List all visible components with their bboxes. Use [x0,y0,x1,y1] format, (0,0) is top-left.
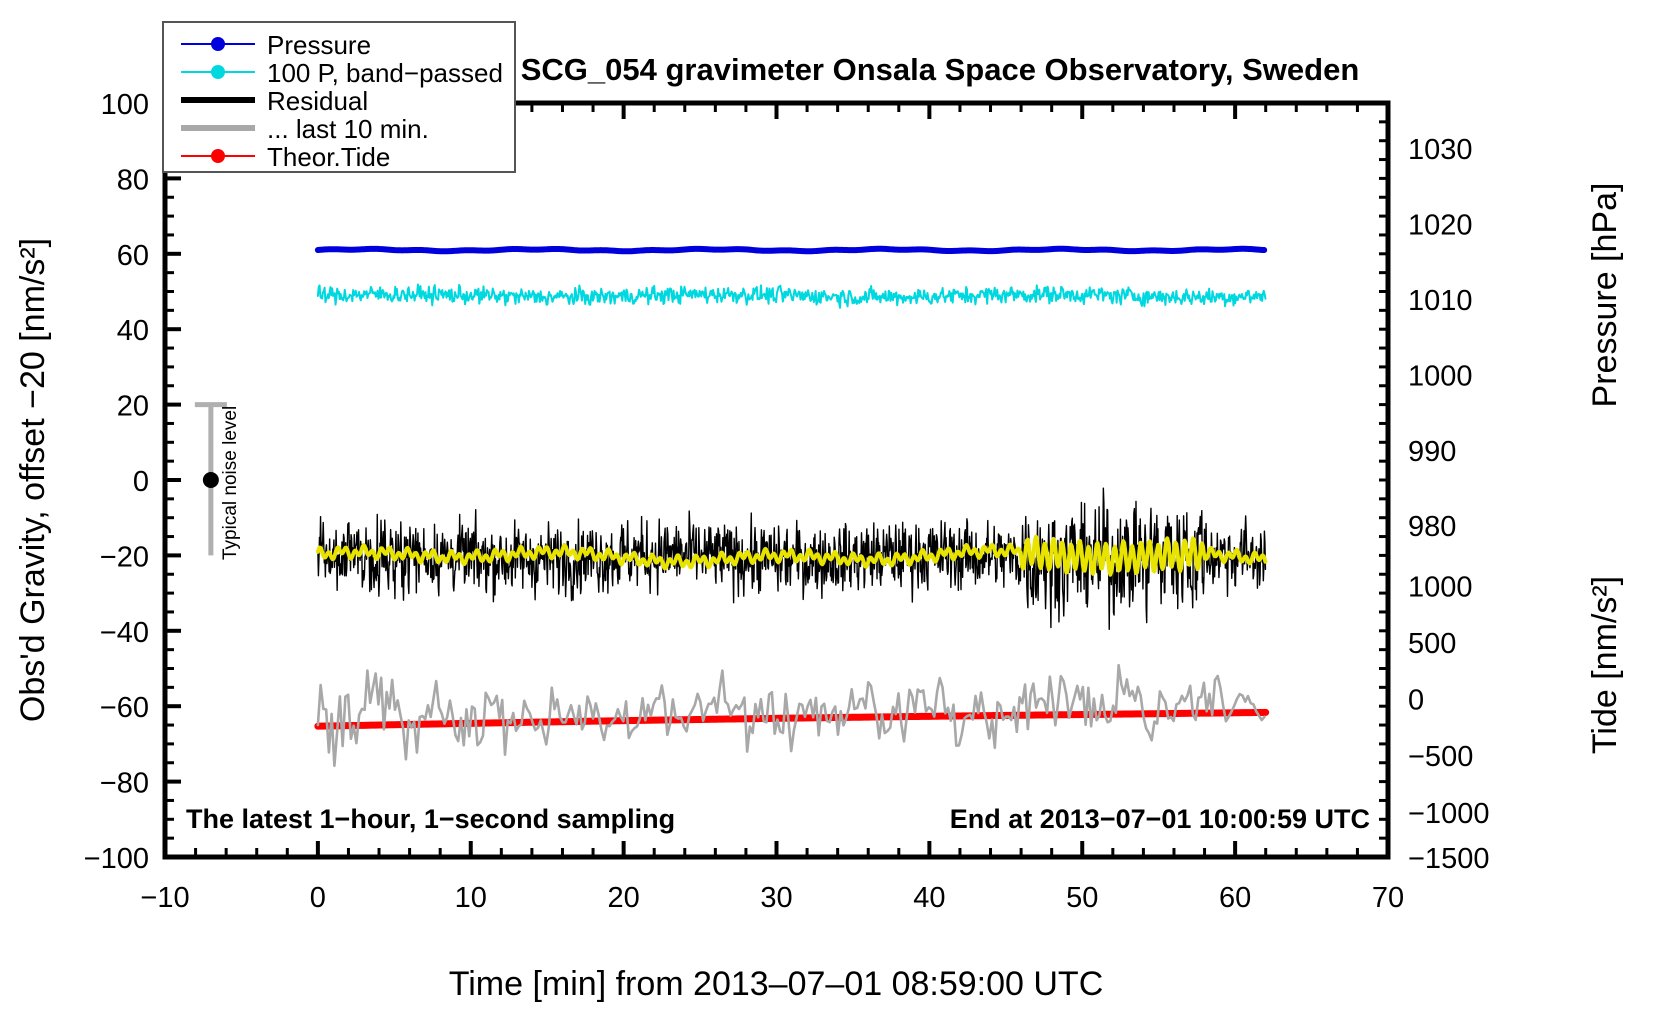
last-10-min-trace [316,663,1266,768]
chart-title: SCG_054 gravimeter Onsala Space Observat… [521,52,1360,87]
legend-item-label: ... last 10 min. [267,114,429,144]
right-top-tick-label: 1000 [1408,360,1473,392]
legend-item-label: Pressure [267,30,371,60]
right-top-tick-label: 980 [1408,511,1456,543]
right-bottom-tick-label: −500 [1408,741,1473,773]
x-tick-label: 70 [1372,882,1404,914]
x-tick-label: 50 [1066,882,1098,914]
x-tick-label: 60 [1219,882,1251,914]
noise-errorbar-center-dot [202,472,219,488]
legend-swatch-dot [211,37,225,51]
y-tick-label: −80 [100,768,149,800]
legend-item-label: Residual [267,86,368,116]
legend-item-label: Theor.Tide [267,142,390,172]
bandpassed-trace [316,283,1267,309]
right-bottom-tick-label: 500 [1408,628,1456,660]
right-top-tick-label: 1010 [1408,285,1473,317]
x-tick-label: −10 [140,882,189,914]
residual-smoothed-trace [315,534,1268,577]
right-bottom-tick-label: 0 [1408,685,1424,717]
right-bottom-tick-label: −1000 [1408,798,1489,830]
y-tick-label: −60 [100,692,149,724]
bottom-right-annotation: End at 2013−07−01 10:00:59 UTC [950,804,1370,834]
legend-item-label: 100 P, band−passed [267,58,503,88]
y-tick-label: 0 [133,466,149,498]
axes-group [162,100,1391,860]
legend-swatch-dot [211,65,225,79]
x-tick-label: 0 [310,882,326,914]
x-axis-title: Time [min] from 2013–07–01 08:59:00 UTC [449,965,1104,1003]
residual-trace [317,487,1267,631]
right-top-axis-title: Pressure [hPa] [1586,183,1624,408]
right-top-tick-label: 990 [1408,436,1456,468]
tick-labels-group: −10 0 10 20 30 40 50 60 70100806040200−20−40−60−… [84,89,1490,914]
y-tick-label: 20 [117,391,149,423]
pressure-trace [314,245,1268,255]
y-tick-label: 40 [117,315,149,347]
x-tick-label: 10 [455,882,487,914]
y-tick-label: 60 [117,240,149,272]
x-tick-label: 30 [760,882,792,914]
x-tick-label: 40 [913,882,945,914]
y-tick-label: 80 [117,164,149,196]
right-bottom-tick-label: −1500 [1408,843,1489,875]
right-top-tick-label: 1030 [1408,134,1473,166]
bottom-left-annotation: The latest 1−hour, 1−second sampling [186,804,675,834]
x-tick-label: 20 [607,882,639,914]
right-bottom-tick-label: 1000 [1408,572,1473,604]
typical-noise-level-errorbar [194,402,227,556]
typical-noise-level-label: Typical noise level [220,406,241,560]
legend-swatch-dot [211,149,225,163]
right-top-tick-label: 1020 [1408,210,1473,242]
y-tick-label: −100 [84,843,149,875]
y-tick-label: −40 [100,617,149,649]
right-bottom-axis-title: Tide [nm/s²] [1586,576,1624,754]
y-axis-title: Obs'd Gravity, offset −20 [nm/s²] [14,238,52,722]
y-tick-label: 100 [101,89,149,121]
y-tick-label: −20 [100,541,149,573]
data-traces-group [314,245,1270,768]
